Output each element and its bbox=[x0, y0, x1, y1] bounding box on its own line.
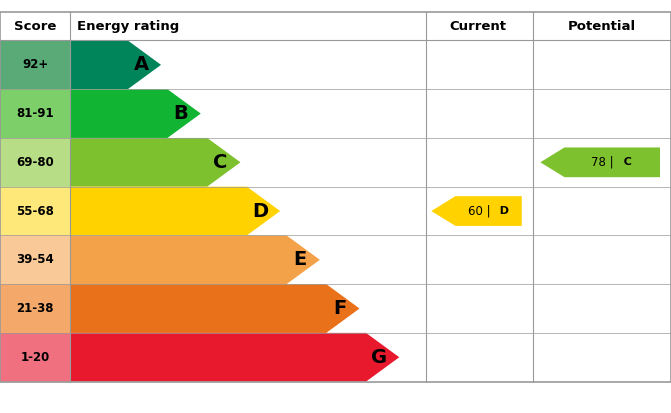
Bar bbox=[0, 138, 70, 187]
Text: F: F bbox=[333, 299, 346, 318]
Text: C: C bbox=[616, 157, 632, 167]
Text: C: C bbox=[213, 153, 227, 172]
Bar bbox=[0, 40, 70, 89]
Text: 92+: 92+ bbox=[22, 58, 48, 71]
Text: 1-20: 1-20 bbox=[21, 351, 50, 364]
Polygon shape bbox=[540, 147, 660, 177]
Text: 21-38: 21-38 bbox=[17, 302, 54, 315]
Polygon shape bbox=[70, 187, 280, 235]
Bar bbox=[0, 333, 70, 382]
Text: B: B bbox=[173, 104, 188, 123]
Text: Energy rating: Energy rating bbox=[77, 20, 179, 33]
Text: Current: Current bbox=[450, 20, 507, 33]
Text: 60 |: 60 | bbox=[468, 204, 491, 218]
Bar bbox=[0, 284, 70, 333]
Text: 78 |: 78 | bbox=[592, 156, 614, 169]
Polygon shape bbox=[70, 235, 320, 284]
Text: G: G bbox=[371, 348, 387, 367]
Text: Score: Score bbox=[14, 20, 56, 33]
Polygon shape bbox=[431, 196, 522, 226]
Bar bbox=[0, 89, 70, 138]
Text: E: E bbox=[293, 250, 307, 269]
Text: A: A bbox=[134, 55, 149, 74]
Bar bbox=[0, 187, 70, 235]
Text: D: D bbox=[493, 206, 509, 216]
Text: 39-54: 39-54 bbox=[16, 253, 54, 266]
Polygon shape bbox=[70, 333, 399, 382]
Polygon shape bbox=[70, 89, 201, 138]
Text: D: D bbox=[252, 202, 268, 221]
Polygon shape bbox=[70, 284, 360, 333]
Polygon shape bbox=[70, 40, 161, 89]
Text: 55-68: 55-68 bbox=[16, 204, 54, 218]
Bar bbox=[0, 12, 671, 382]
Polygon shape bbox=[70, 138, 240, 187]
Text: Potential: Potential bbox=[568, 20, 636, 33]
Text: 69-80: 69-80 bbox=[16, 156, 54, 169]
Text: 81-91: 81-91 bbox=[16, 107, 54, 120]
Bar bbox=[0, 235, 70, 284]
